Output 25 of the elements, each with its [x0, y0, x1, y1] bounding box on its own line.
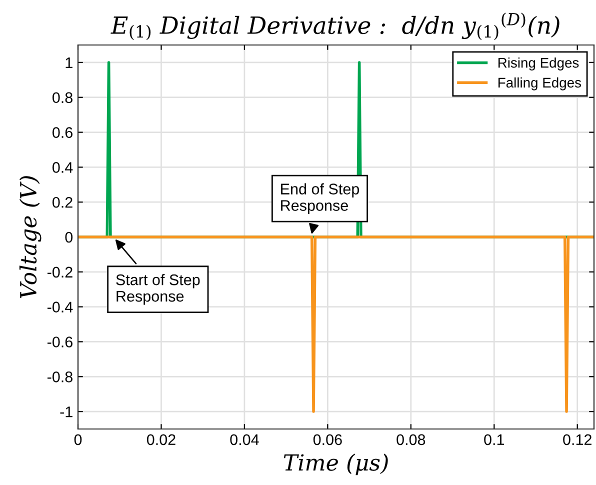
chart-title: E$_{(1)}$ Digital Derivative : d/dn y$_{(1)}$$^{(D)}$(n): [110, 12, 560, 40]
y-tick-label: 0.2: [52, 196, 72, 208]
x-tick-label: 0.12: [563, 434, 592, 446]
annotation: End of Step Response: [281, 183, 360, 214]
x-tick-label: 0.02: [146, 434, 176, 446]
x-tick-label: 0.1: [484, 434, 504, 446]
annotation: Start of Step Response: [116, 274, 200, 305]
y-tick-label: -0.4: [47, 302, 73, 313]
y-axis-title: Voltage (V): [19, 176, 42, 298]
legend-label: Rising Edges: [498, 58, 579, 70]
y-tick-label: 0.4: [52, 162, 73, 173]
legend-label: Falling Edges: [498, 77, 582, 90]
x-tick-label: 0.06: [313, 434, 342, 446]
y-tick-label: -0.6: [47, 336, 72, 348]
y-tick-label: -0.8: [47, 372, 72, 382]
x-tick-label: 0.08: [396, 434, 426, 446]
y-tick-label: 1: [66, 57, 72, 68]
x-tick-label: 0.04: [230, 434, 259, 446]
y-tick-label: -0.2: [47, 266, 72, 278]
y-tick-label: -1: [60, 406, 72, 418]
x-tick-label: 0: [74, 434, 82, 446]
x-axis-title: Time (μs): [284, 454, 388, 476]
y-tick-label: 0.8: [52, 92, 72, 104]
y-tick-label: 0.6: [52, 127, 72, 138]
y-tick-label: 0: [65, 232, 73, 243]
